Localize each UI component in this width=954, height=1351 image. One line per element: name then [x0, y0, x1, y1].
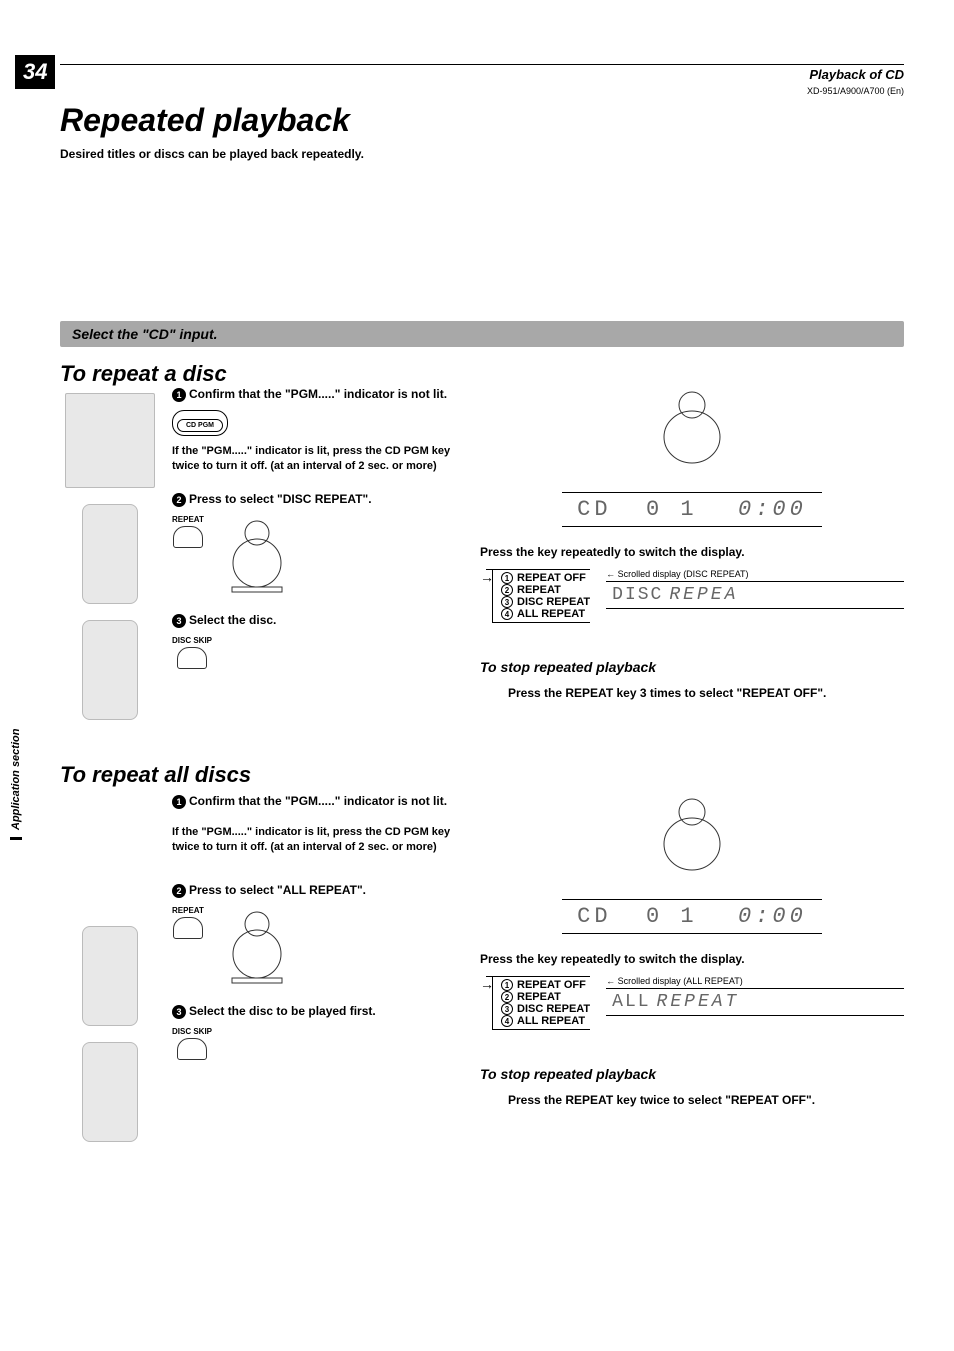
mode-1: REPEAT OFF	[517, 572, 586, 584]
arrow-icon: →	[480, 569, 492, 585]
lcd-display: CD 0 1 0:00	[562, 492, 822, 527]
disc-skip-key-label: DISC SKIP	[172, 636, 212, 645]
switch-display-note: Press the key repeatedly to switch the d…	[480, 952, 904, 966]
device-illustration	[65, 393, 155, 488]
lcd-label: CD	[577, 904, 611, 929]
press-key-icon	[173, 917, 203, 939]
lcd-track: 0 1	[646, 497, 698, 522]
step2-text: Press to select "DISC REPEAT".	[189, 492, 372, 506]
press-key-icon	[177, 647, 207, 669]
step-number-3: 3	[172, 1005, 186, 1019]
press-key-icon	[173, 526, 203, 548]
lcd-scroll-display: ALLREPEAT	[606, 988, 904, 1016]
press-key-icon	[177, 1038, 207, 1060]
mode-list: 1REPEAT OFF 2REPEAT 3DISC REPEAT 4ALL RE…	[492, 976, 590, 1030]
mascot-illustration	[647, 794, 737, 879]
step-number-1: 1	[172, 388, 186, 402]
all-step1-note: If the "PGM....." indicator is lit, pres…	[172, 825, 460, 855]
mode-2: REPEAT	[517, 991, 561, 1003]
step-number-2: 2	[172, 884, 186, 898]
cd-pgm-key-label: CD PGM	[177, 419, 223, 432]
mode-4: ALL REPEAT	[517, 1015, 585, 1027]
page-number: 34	[15, 55, 55, 89]
scroll-caption: Scrolled display (ALL REPEAT)	[606, 976, 904, 986]
mode-3: DISC REPEAT	[517, 596, 590, 608]
mode-4: ALL REPEAT	[517, 608, 585, 620]
switch-display-note: Press the key repeatedly to switch the d…	[480, 545, 904, 559]
mode-2: REPEAT	[517, 584, 561, 596]
stop-body: Press the REPEAT key 3 times to select "…	[480, 685, 904, 702]
lcd-scroll-display: DISCREPEA	[606, 581, 904, 609]
repeat-key-label: REPEAT	[172, 906, 204, 915]
remote-illustration	[82, 620, 138, 720]
lcd-track: 0 1	[646, 904, 698, 929]
cd-pgm-key-icon: CD PGM	[172, 410, 228, 436]
main-subtitle: Desired titles or discs can be played ba…	[60, 147, 904, 161]
scroll-caption: Scrolled display (DISC REPEAT)	[606, 569, 904, 579]
step3-text: Select the disc.	[189, 613, 276, 627]
disc-skip-key-label: DISC SKIP	[172, 1027, 212, 1036]
stop-heading: To stop repeated playback	[480, 1066, 904, 1082]
remote-illustration	[82, 1042, 138, 1142]
section-header: Playback of CD XD-951/A900/A700 (En)	[60, 64, 904, 96]
step-number-2: 2	[172, 493, 186, 507]
section-title: Playback of CD	[60, 67, 904, 82]
side-tab: Application section	[10, 729, 22, 840]
all-step1-text: Confirm that the "PGM....." indicator is…	[189, 794, 447, 808]
remote-illustration	[82, 926, 138, 1026]
mascot-illustration	[222, 906, 292, 986]
stop-heading: To stop repeated playback	[480, 659, 904, 675]
repeat-key-label: REPEAT	[172, 515, 204, 524]
heading-repeat-all: To repeat all discs	[60, 762, 904, 788]
mode-1: REPEAT OFF	[517, 979, 586, 991]
remote-illustration	[82, 504, 138, 604]
mode-3: DISC REPEAT	[517, 1003, 590, 1015]
select-cd-input-bar: Select the "CD" input.	[60, 321, 904, 347]
step-number-1: 1	[172, 795, 186, 809]
step1-text: Confirm that the "PGM....." indicator is…	[189, 387, 447, 401]
step-number-3: 3	[172, 614, 186, 628]
mascot-illustration	[647, 387, 737, 472]
lcd-time: 0:00	[732, 904, 807, 929]
heading-repeat-disc: To repeat a disc	[60, 361, 904, 387]
mascot-illustration	[222, 515, 292, 595]
step1-note: If the "PGM....." indicator is lit, pres…	[172, 444, 460, 474]
stop-body: Press the REPEAT key twice to select "RE…	[480, 1092, 904, 1109]
lcd-time: 0:00	[732, 497, 807, 522]
lcd-display: CD 0 1 0:00	[562, 899, 822, 934]
mode-list: 1REPEAT OFF 2REPEAT 3DISC REPEAT 4ALL RE…	[492, 569, 590, 623]
model-line: XD-951/A900/A700 (En)	[60, 86, 904, 96]
lcd-label: CD	[577, 497, 611, 522]
arrow-icon: →	[480, 976, 492, 992]
main-title: Repeated playback	[60, 102, 904, 139]
all-step2-text: Press to select "ALL REPEAT".	[189, 883, 366, 897]
all-step3-text: Select the disc to be played first.	[189, 1004, 376, 1018]
